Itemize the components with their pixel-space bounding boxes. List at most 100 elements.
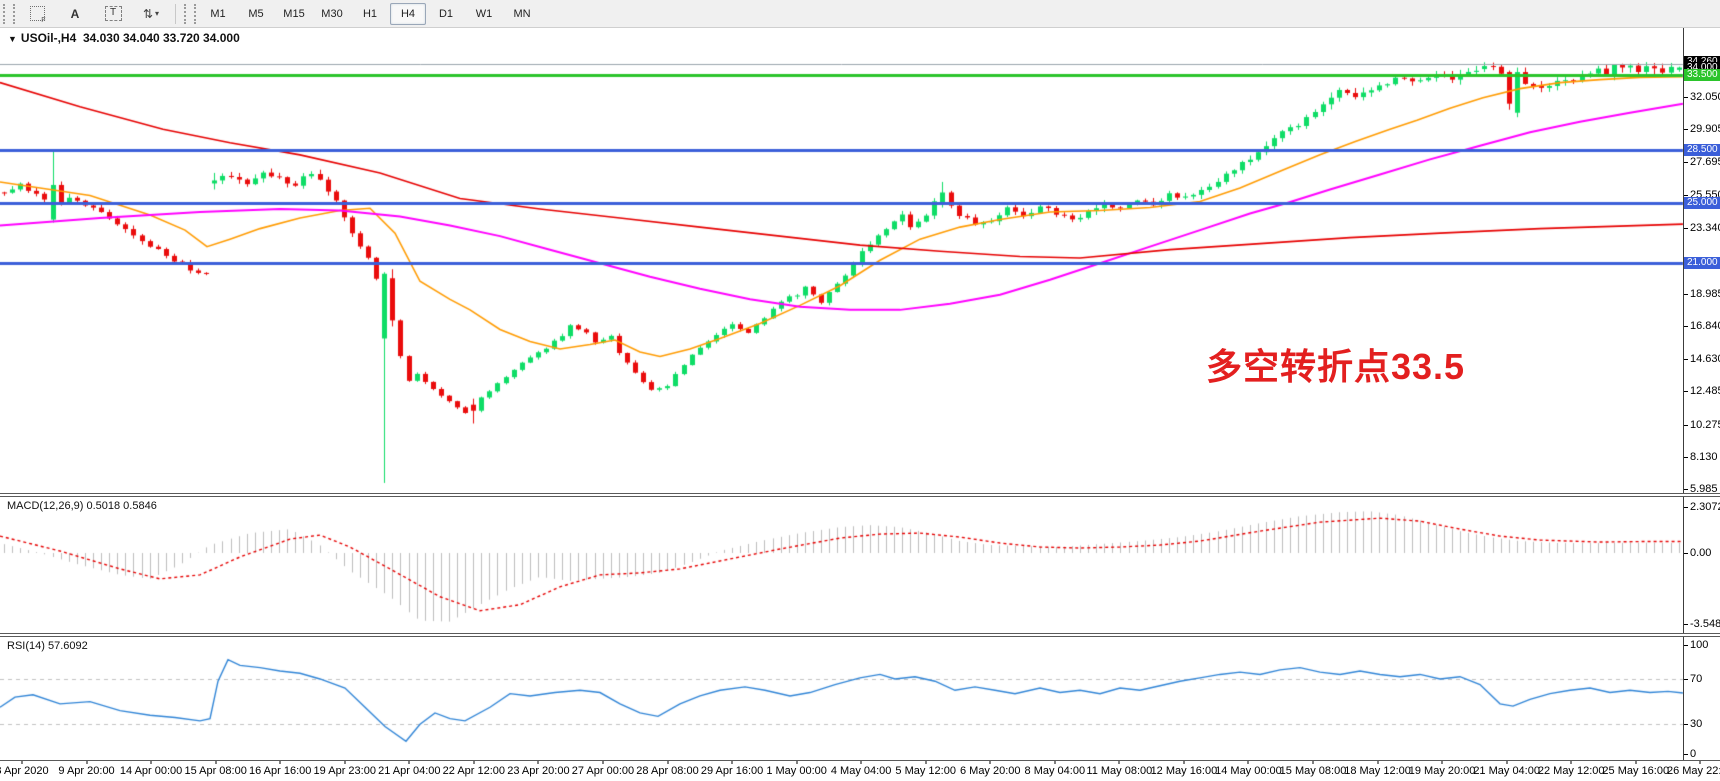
- time-axis-tick: [1312, 761, 1314, 764]
- time-axis-tick: [1699, 761, 1701, 764]
- time-axis-label: 22 Apr 12:00: [442, 765, 506, 777]
- macd-scale-label: 2.3072: [1690, 501, 1720, 513]
- timeframe-button-m1[interactable]: M1: [210, 7, 226, 20]
- timeframe-button-m5[interactable]: M5: [248, 7, 264, 20]
- timeframe-button-m30[interactable]: M30: [321, 7, 343, 20]
- price-axis-label: 5.985: [1690, 483, 1718, 495]
- time-axis-label: 14 Apr 00:00: [119, 765, 183, 777]
- time-axis-tick: [796, 761, 798, 764]
- timeframe-button-m15[interactable]: M15: [283, 7, 305, 20]
- timeframe-button-w1[interactable]: W1: [475, 7, 493, 20]
- chart-annotation-text: 多空转折点33.5: [1206, 346, 1466, 387]
- timeframe-button-h4[interactable]: H4: [390, 2, 426, 25]
- symbol-name: USOil-,H4: [20, 31, 77, 45]
- axis-tick: [1684, 326, 1688, 327]
- timeframe-button-h1[interactable]: H1: [362, 7, 378, 20]
- axis-tick: [1684, 754, 1688, 755]
- time-axis-tick: [21, 761, 23, 764]
- cursor-tool-icon[interactable]: ⇅ ▾: [133, 3, 169, 25]
- text-tool-icon[interactable]: T: [95, 3, 131, 25]
- price-axis-label: 18.985: [1690, 288, 1720, 300]
- ohlc-readout: 34.030 34.040 33.720 34.000: [82, 31, 240, 45]
- time-axis-label: 19 Apr 23:00: [313, 765, 376, 777]
- axis-tick: [1684, 97, 1688, 98]
- price-axis-label: 12.485: [1690, 385, 1720, 397]
- time-axis-tick: [1635, 761, 1637, 764]
- rsi-scale-label: 70: [1690, 673, 1703, 685]
- time-axis-tick: [1118, 761, 1120, 764]
- dotted-frame-icon: F: [29, 6, 46, 24]
- time-axis-tick: [215, 761, 217, 764]
- macd-scale-label: -3.5484: [1690, 618, 1720, 630]
- symbol-title[interactable]: ▼ USOil-,H4 34.030 34.040 33.720 34.000: [8, 31, 240, 45]
- price-axis-label: 29.905: [1690, 123, 1720, 135]
- time-axis-label: 25 May 16:00: [1602, 765, 1670, 777]
- level-price-flag: 21.000: [1684, 257, 1720, 269]
- price-axis-label: 8.130: [1690, 451, 1718, 463]
- rsi-scale-label: 30: [1690, 718, 1703, 730]
- axis-tick: [1684, 457, 1688, 458]
- price-axis-border: [1683, 28, 1684, 761]
- rsi-pane-canvas[interactable]: [0, 637, 1684, 760]
- time-axis-tick: [1506, 761, 1508, 764]
- axis-tick: [1684, 645, 1688, 646]
- rsi-indicator-label: RSI(14) 57.6092: [7, 640, 88, 652]
- time-axis-label: 19 May 20:00: [1408, 765, 1476, 777]
- time-axis-tick: [667, 761, 668, 764]
- time-axis-label: 22 May 12:00: [1537, 765, 1605, 777]
- time-axis-tick: [1441, 761, 1443, 764]
- text-tool-icon: T: [104, 6, 122, 21]
- axis-tick: [1684, 679, 1688, 680]
- pane-separator-macd[interactable]: [0, 493, 1720, 497]
- toolbar: F A T ⇅ ▾ M1 M5 M15 M30 H1 H4 D1 W1 MN: [0, 0, 1720, 28]
- timeframe-button-mn[interactable]: MN: [513, 7, 531, 20]
- time-axis-label: 15 May 08:00: [1279, 765, 1347, 777]
- time-axis-tick: [1377, 761, 1379, 764]
- time-axis-tick: [86, 761, 88, 764]
- time-axis-label: 9 Apr 20:00: [58, 765, 115, 777]
- time-axis[interactable]: 8 Apr 2020 9 Apr 20:00 14 Apr 00:00 15 Apr …: [0, 760, 1720, 781]
- toolbar-grip[interactable]: [3, 3, 15, 24]
- toolbar-grip-2[interactable]: [184, 3, 196, 24]
- timeframe-button-d1[interactable]: D1: [438, 7, 454, 20]
- time-axis-label: 27 Apr 00:00: [571, 765, 635, 777]
- font-a-icon[interactable]: A: [70, 6, 80, 21]
- time-axis-tick: [537, 761, 539, 764]
- time-axis-tick: [408, 761, 410, 764]
- time-axis-tick: [1570, 761, 1572, 764]
- axis-tick: [1684, 624, 1688, 625]
- axis-tick: [1684, 162, 1688, 163]
- macd-pane-canvas[interactable]: [0, 497, 1684, 633]
- cursor-arrows-icon: ⇅: [142, 6, 154, 21]
- time-axis-label: 29 Apr 16:00: [700, 765, 764, 777]
- time-axis-label: 11 May 08:00: [1086, 765, 1153, 777]
- price-axis-label: 32.050: [1690, 91, 1720, 103]
- time-axis-label: 5 May 12:00: [895, 765, 956, 777]
- axis-tick: [1684, 724, 1688, 725]
- main-chart-canvas[interactable]: [0, 28, 1684, 493]
- time-axis-label: 18 May 12:00: [1344, 765, 1411, 777]
- time-axis-label: 14 May 00:00: [1215, 765, 1282, 777]
- time-axis-tick: [1247, 761, 1249, 764]
- time-axis-label: 8 May 04:00: [1024, 765, 1086, 777]
- time-axis-tick: [602, 761, 604, 764]
- time-axis-label: 16 Apr 16:00: [248, 765, 312, 777]
- axis-tick: [1684, 507, 1688, 508]
- axis-tick: [1684, 391, 1688, 392]
- price-axis-label: 27.695: [1690, 156, 1720, 168]
- time-axis-tick: [1054, 761, 1056, 764]
- dotted-frame-icon[interactable]: F: [19, 3, 55, 25]
- time-axis-tick: [279, 761, 281, 764]
- price-axis-label: 10.275: [1690, 419, 1720, 431]
- time-axis-label: 15 Apr 08:00: [184, 765, 247, 777]
- level-price-flag: 25.000: [1684, 197, 1720, 209]
- axis-tick: [1684, 489, 1688, 490]
- time-axis-label: 23 Apr 20:00: [507, 765, 570, 777]
- dropdown-caret-icon: ▾: [155, 9, 160, 18]
- axis-tick: [1684, 129, 1688, 130]
- symbol-dropdown-icon[interactable]: ▼: [8, 34, 17, 44]
- pane-separator-rsi[interactable]: [0, 633, 1720, 637]
- time-axis-label: 28 Apr 08:00: [636, 765, 699, 777]
- time-axis-label: 21 Apr 04:00: [378, 765, 441, 777]
